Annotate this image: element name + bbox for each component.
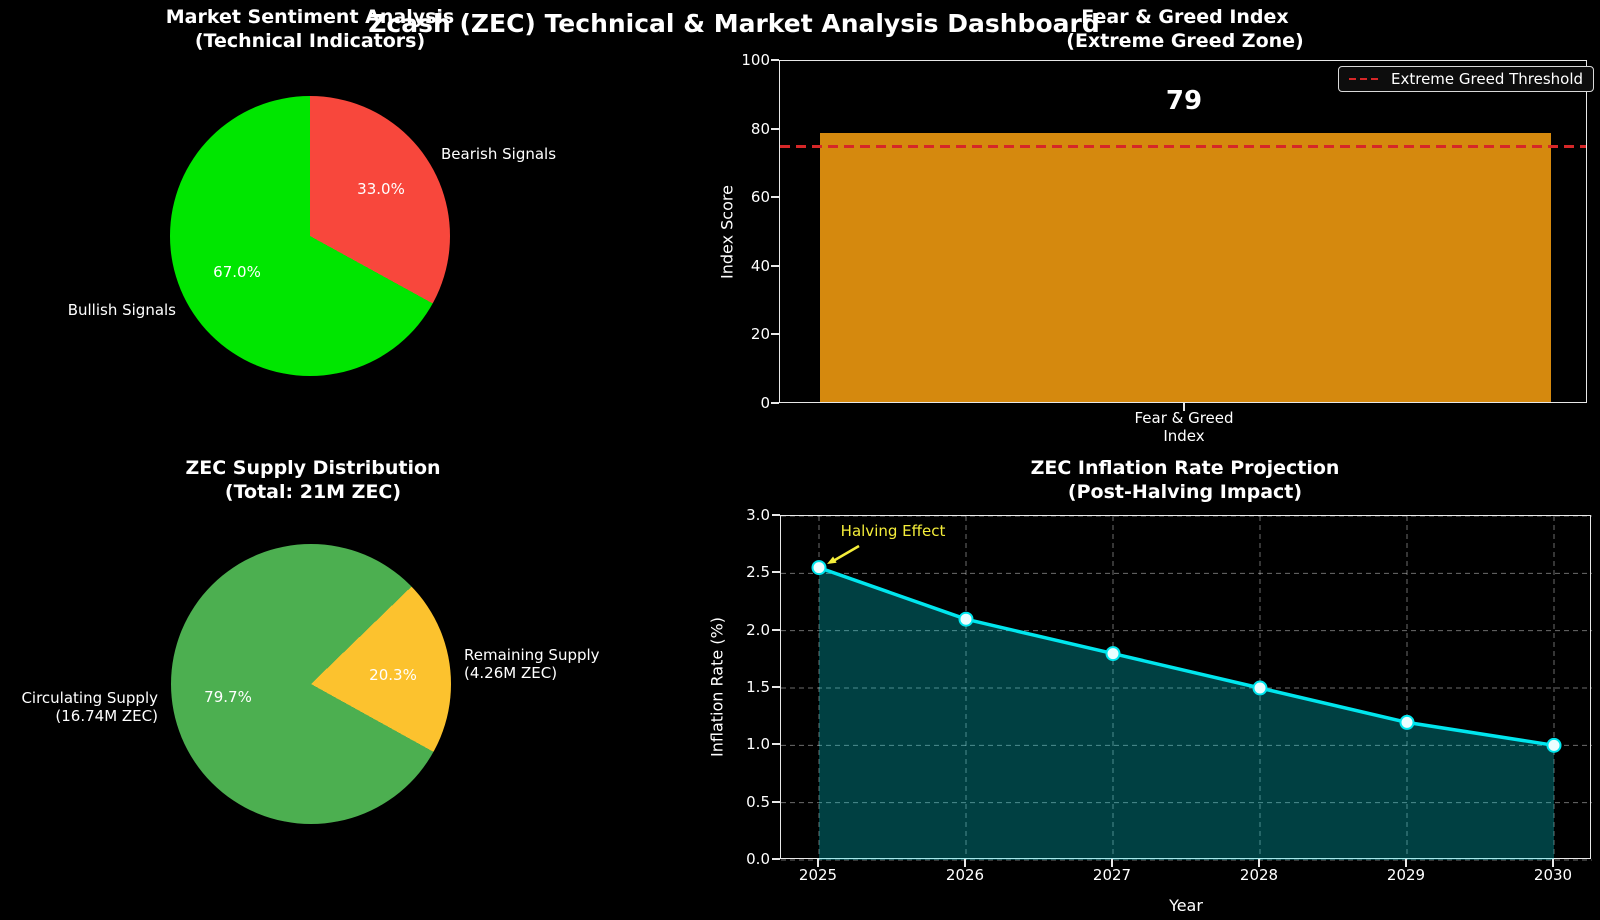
bar-ytick: 40 [750, 256, 770, 275]
bar-ytick: 80 [750, 119, 770, 138]
inflation-ytick: 0.0 [746, 850, 770, 868]
data-point [1252, 680, 1268, 696]
inflation-xtick: 2029 [1386, 866, 1426, 884]
tick-mark [771, 333, 779, 336]
threshold-line [780, 145, 1586, 148]
inflation-line [818, 565, 1555, 748]
dashed-line-icon [1349, 77, 1381, 81]
fear-greed-axes [779, 60, 1587, 403]
dashboard-title: Zcash (ZEC) Technical & Market Analysis … [368, 9, 1100, 38]
fear-greed-bar [820, 132, 1551, 402]
tick-mark [771, 264, 779, 267]
supply-pie-title: ZEC Supply Distribution (Total: 21M ZEC) [185, 457, 441, 503]
data-point [1399, 714, 1415, 730]
inflation-ytick: 3.0 [746, 506, 770, 524]
tick-mark [964, 859, 966, 867]
inflation-xtick: 2028 [1239, 866, 1279, 884]
inflation-xtick: 2030 [1533, 866, 1573, 884]
tick-mark [772, 571, 780, 574]
pie-label-bullish: Bullish Signals [67, 301, 176, 319]
tick-mark [1183, 403, 1185, 411]
bar-value-label: 79 [1165, 86, 1203, 116]
pie-label-circulating: Circulating Supply (16.74M ZEC) [21, 689, 158, 725]
inflation-ytick: 1.5 [746, 678, 770, 696]
supply-pie [171, 544, 451, 824]
fear-greed-title: Fear & Greed Index (Extreme Greed Zone) [1066, 6, 1304, 52]
inflation-plot [781, 515, 1592, 861]
sentiment-pie [170, 96, 450, 376]
inflation-ytick: 1.0 [746, 735, 770, 754]
halving-annotation: Halving Effect [840, 522, 946, 540]
data-point [1546, 737, 1562, 753]
inflation-ytick: 0.5 [746, 792, 770, 811]
tick-mark [771, 127, 779, 130]
annotation-arrow [833, 544, 860, 562]
tick-mark [1111, 859, 1113, 867]
inflation-xlabel: Year [1169, 896, 1203, 915]
pie-label-bearish: Bearish Signals [441, 145, 557, 163]
data-point [958, 611, 974, 627]
inflation-ytick: 2.5 [746, 563, 770, 582]
pie-pct-bullish: 67.0% [213, 263, 261, 281]
sentiment-pie-title: Market Sentiment Analysis (Technical Indi… [165, 6, 455, 52]
pie-pct-remaining: 20.3% [369, 666, 417, 684]
data-point [1105, 646, 1121, 662]
inflation-title: ZEC Inflation Rate Projection (Post-Halvi… [1030, 457, 1340, 503]
inflation-axes [780, 515, 1592, 861]
tick-mark [771, 196, 779, 199]
tick-mark [1405, 859, 1407, 867]
annotation-arrowhead [827, 556, 837, 564]
pie-pct-bearish: 33.0% [357, 180, 405, 198]
tick-mark [772, 858, 780, 860]
tick-mark [771, 59, 779, 61]
tick-mark [772, 800, 780, 803]
tick-mark [817, 859, 819, 867]
pie-pct-circulating: 79.7% [204, 688, 252, 706]
tick-mark [772, 514, 780, 516]
bar-ytick: 20 [750, 325, 770, 344]
legend-label: Extreme Greed Threshold [1391, 70, 1584, 88]
inflation-ylabel: Inflation Rate (%) [707, 617, 727, 757]
bar-xtick-label: Fear & Greed Index [1134, 409, 1234, 445]
inflation-xtick: 2026 [945, 866, 985, 884]
data-point [811, 560, 827, 576]
bar-ytick: 60 [750, 188, 770, 207]
tick-mark [772, 686, 780, 688]
inflation-xtick: 2025 [798, 866, 838, 884]
bar-ytick: 0 [760, 394, 770, 412]
bar-ytick: 100 [741, 51, 770, 69]
tick-mark [1258, 859, 1260, 867]
tick-mark [771, 402, 779, 404]
area-fill [819, 567, 1554, 860]
pie-label-remaining: Remaining Supply (4.26M ZEC) [464, 646, 600, 682]
inflation-xtick: 2027 [1092, 866, 1132, 884]
inflation-ytick: 2.0 [746, 620, 770, 639]
tick-mark [772, 628, 780, 631]
tick-mark [1552, 859, 1554, 867]
threshold-legend: Extreme Greed Threshold [1338, 66, 1595, 92]
tick-mark [772, 743, 780, 746]
bar-ylabel: Index Score [717, 185, 737, 279]
